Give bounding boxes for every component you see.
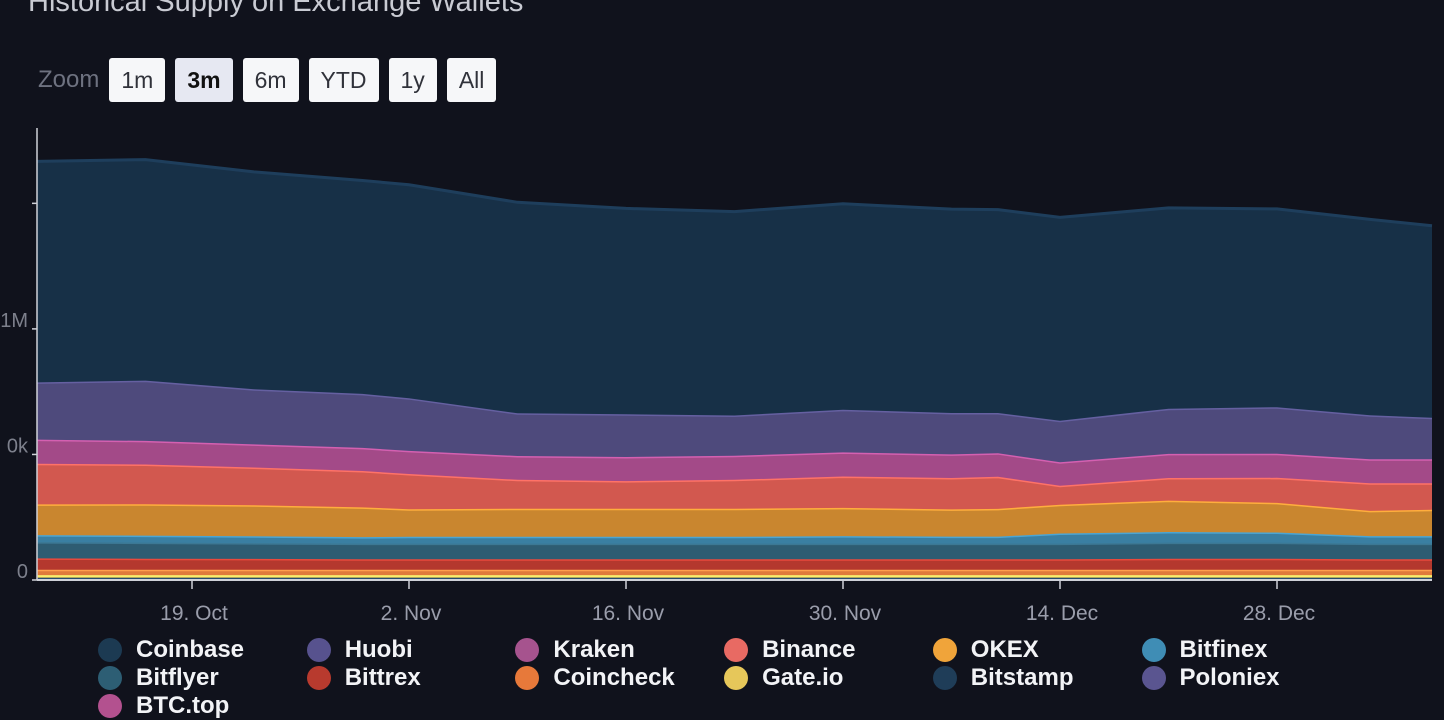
legend-label: Bitstamp: [970, 664, 1074, 691]
legend-swatch: [98, 666, 122, 690]
zoom-ytd-button[interactable]: YTD: [308, 58, 379, 102]
legend-label: Bittrex: [344, 664, 421, 691]
zoom-6m-button[interactable]: 6m: [242, 58, 299, 102]
legend-swatch: [306, 638, 331, 662]
legend-label: OKEX: [970, 636, 1039, 663]
legend-label: Coincheck: [553, 664, 675, 691]
zoom-1y-button[interactable]: 1y: [388, 58, 437, 102]
stacked-area-chart[interactable]: 0 0k 1M 19. Oct 2. Nov 16. Nov 30. Nov 14. Dec 2…: [0, 0, 1444, 630]
series-area-bittrex: [37, 558, 1432, 570]
zoom-label: Zoom: [38, 66, 100, 93]
legend-label: Kraken: [553, 636, 635, 663]
legend-label: Bitflyer: [136, 664, 219, 691]
series-line-coinbase: [36, 158, 1433, 228]
legend-item-coincheck[interactable]: Coincheck: [515, 664, 675, 692]
y-tick-label: 1M: [0, 310, 28, 332]
legend-item-poloniex[interactable]: Poloniex: [1141, 664, 1280, 692]
zoom-selector: Zoom 1m 3m 6m YTD 1y All: [38, 58, 506, 102]
x-tick-label: 2. Nov: [381, 602, 442, 625]
legend-label: Bitfinex: [1179, 636, 1268, 663]
series-area-bitflyer: [37, 542, 1432, 560]
zoom-1m-button[interactable]: 1m: [109, 58, 166, 102]
series-area-kraken: [37, 439, 1432, 486]
legend-swatch: [515, 638, 540, 662]
zoom-all-button[interactable]: All: [446, 58, 497, 102]
legend-item-kraken[interactable]: Kraken: [515, 636, 635, 664]
legend-label: Poloniex: [1179, 664, 1280, 691]
x-tick-label: 14. Dec: [1026, 602, 1098, 625]
series-group: [36, 158, 1433, 580]
legend-item-okex[interactable]: OKEX: [932, 636, 1039, 664]
zoom-3m-button[interactable]: 3m: [175, 58, 233, 102]
legend-label: Huobi: [344, 636, 413, 663]
legend-item-huobi[interactable]: Huobi: [306, 636, 413, 664]
legend-swatch: [306, 666, 331, 690]
legend-swatch: [932, 666, 957, 690]
x-tick-label: 30. Nov: [809, 602, 882, 625]
legend-item-bitstamp[interactable]: Bitstamp: [932, 664, 1074, 692]
legend-item-bitflyer[interactable]: Bitflyer: [98, 664, 219, 692]
legend-label: Binance: [762, 636, 856, 663]
legend-item-binance[interactable]: Binance: [724, 636, 855, 664]
legend-swatch: [1141, 666, 1166, 690]
legend-swatch: [98, 638, 122, 662]
legend-swatch: [724, 666, 749, 690]
series-area-huobi: [37, 380, 1432, 463]
y-tick-label: 0k: [7, 435, 29, 457]
legend-item-btc-top[interactable]: BTC.top: [98, 692, 229, 720]
legend-swatch: [515, 666, 540, 690]
legend-label: Gate.io: [762, 664, 844, 691]
legend-item-gate-io[interactable]: Gate.io: [724, 664, 843, 692]
x-tick-label: 19. Oct: [160, 602, 228, 625]
legend-swatch: [98, 694, 122, 718]
series-area-coinbase: [37, 159, 1432, 421]
legend-item-bittrex[interactable]: Bittrex: [306, 664, 421, 692]
y-tick-label: 0: [17, 561, 28, 583]
legend-swatch: [724, 638, 749, 662]
legend-item-bitfinex[interactable]: Bitfinex: [1141, 636, 1268, 664]
legend-swatch: [1141, 638, 1166, 662]
series-area-binance: [37, 463, 1432, 511]
legend-label: BTC.top: [136, 692, 230, 719]
x-tick-label: 28. Dec: [1243, 602, 1315, 625]
legend-swatch: [932, 638, 957, 662]
x-tick-label: 16. Nov: [592, 602, 665, 625]
chart-title: Historical Supply on Exchange Wallets: [28, 0, 524, 18]
legend-item-coinbase[interactable]: Coinbase: [98, 636, 244, 664]
legend-label: Coinbase: [136, 636, 245, 663]
